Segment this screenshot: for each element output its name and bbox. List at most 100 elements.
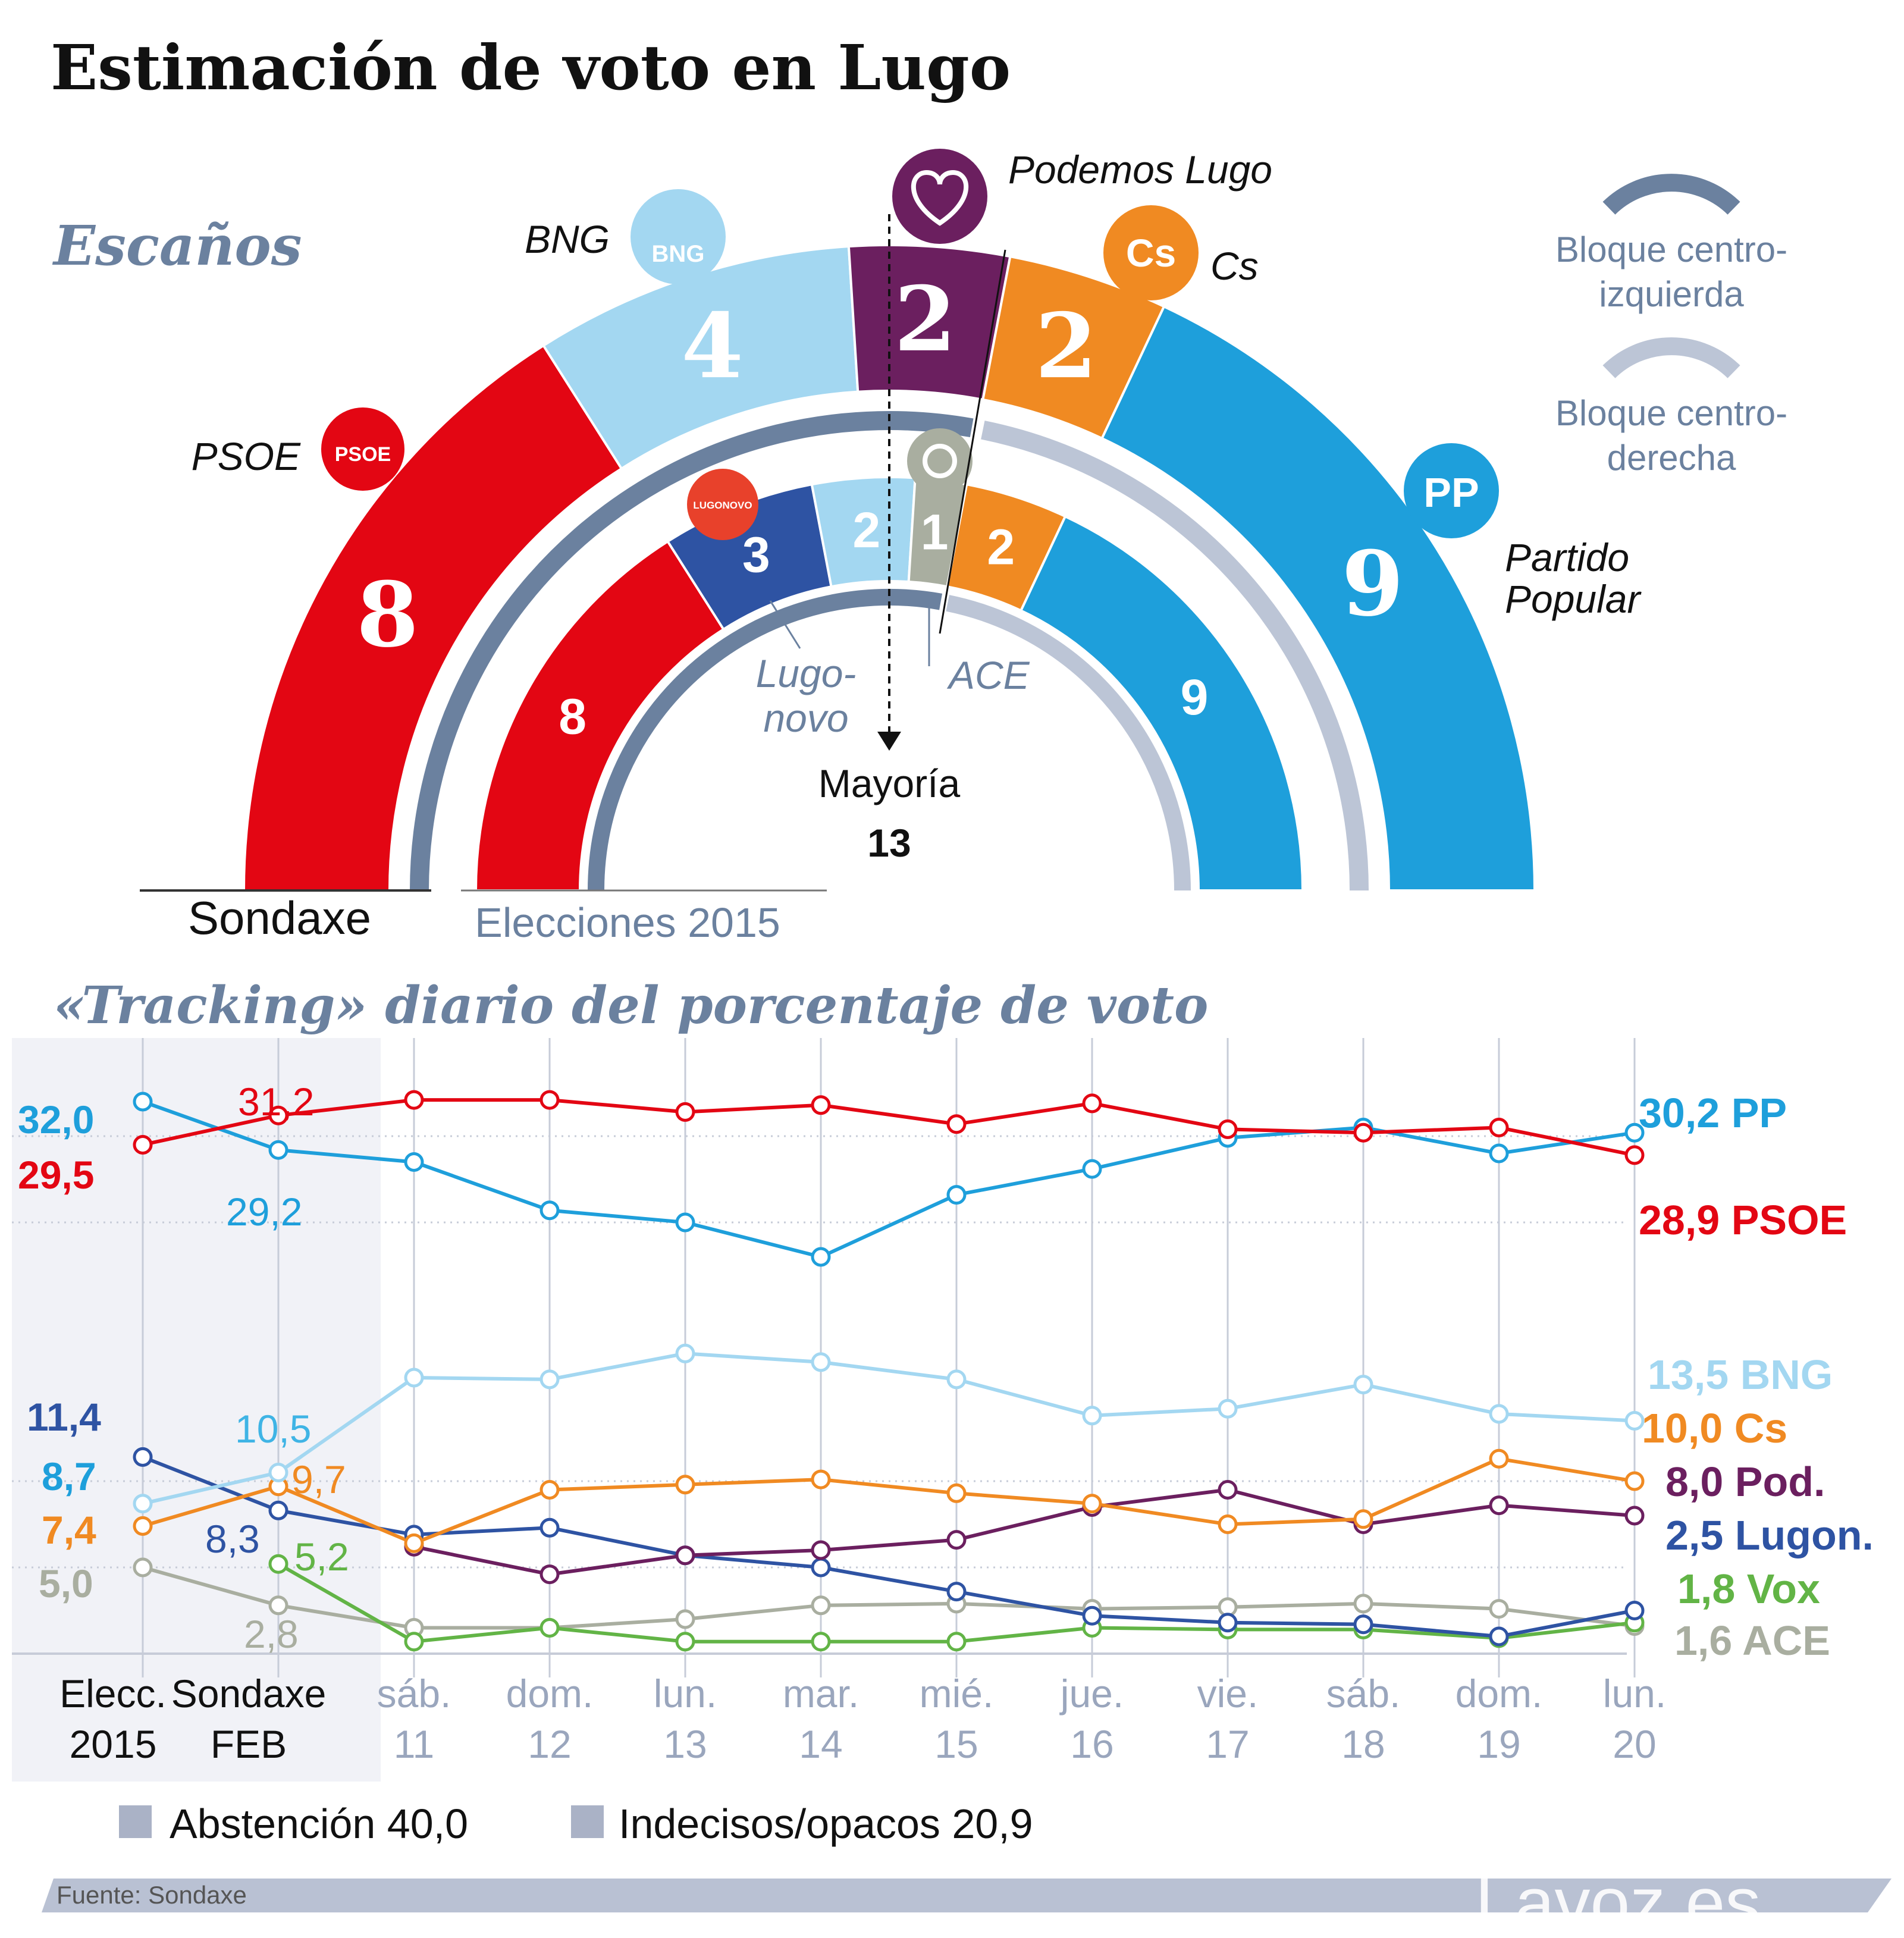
series-line-cs <box>142 1457 1635 1545</box>
series-points <box>133 1090 1645 1652</box>
ace-logo-icon <box>907 428 973 494</box>
series-line-pod <box>413 1488 1635 1576</box>
point-pp-0 <box>133 1092 153 1112</box>
lugonovo-party-label-line2: novo <box>763 696 848 740</box>
point-bng-7 <box>1082 1406 1102 1426</box>
point-vox-5 <box>811 1632 831 1652</box>
footer-band <box>42 1879 1892 1912</box>
point-cs-7 <box>1082 1494 1102 1514</box>
feb-label-ace: 2,8 <box>244 1612 299 1656</box>
inner-seats-lugonovo: 3 <box>742 527 770 583</box>
right-bloc-legend-line1: Bloque centro- <box>1555 393 1787 433</box>
point-psoe-1 <box>268 1105 288 1125</box>
outer-seats-bng: 4 <box>681 294 743 399</box>
point-vox-3 <box>539 1618 560 1638</box>
end-label-lugon: 2,5 Lugon. <box>1665 1512 1874 1558</box>
point-ace-5 <box>811 1595 831 1616</box>
point-pod-8 <box>1218 1480 1238 1500</box>
point-pp-11 <box>1624 1122 1645 1143</box>
point-cs-5 <box>811 1469 831 1489</box>
inner-left-bloc-arc <box>588 589 943 891</box>
point-ace-4 <box>675 1609 695 1629</box>
point-lugon-11 <box>1624 1601 1645 1620</box>
x-tick-label-9-line2: 18 <box>1341 1722 1385 1766</box>
undecided-legend: Indecisos/opacos 20,9 <box>619 1801 1033 1847</box>
point-psoe-3 <box>539 1090 560 1110</box>
inner-hemicycle <box>474 475 1304 892</box>
majority-value: 13 <box>867 821 911 865</box>
feb-label-cs: 9,7 <box>291 1457 346 1501</box>
point-vox-1 <box>268 1554 288 1574</box>
point-bng-5 <box>811 1352 831 1372</box>
start-label-ace: 5,0 <box>39 1561 93 1605</box>
inner-seats-pp: 9 <box>1181 669 1209 725</box>
inner-seats-psoe: 8 <box>559 689 586 745</box>
point-bng-9 <box>1353 1375 1373 1395</box>
majority-label: Mayoría <box>818 761 961 805</box>
outer-seats-podemos: 2 <box>894 267 956 372</box>
point-pp-7 <box>1082 1159 1102 1179</box>
point-pod-6 <box>946 1530 967 1550</box>
psoe-logo-icon: PSOE <box>321 407 404 491</box>
point-bng-3 <box>539 1369 560 1390</box>
point-pp-3 <box>539 1200 560 1221</box>
point-bng-10 <box>1489 1404 1509 1424</box>
series-line-ace <box>142 1566 1635 1630</box>
point-cs-4 <box>675 1475 695 1495</box>
point-ace-9 <box>1353 1594 1373 1614</box>
cs-party-label: Cs <box>1210 244 1259 288</box>
point-pod-4 <box>675 1545 695 1566</box>
inner-seats-bng: 2 <box>852 502 880 558</box>
end-label-pod: 8,0 Pod. <box>1665 1459 1825 1505</box>
x-tick-label-7-line1: jue. <box>1059 1672 1124 1716</box>
point-bng-11 <box>1624 1411 1645 1431</box>
outer-ring-label: Sondaxe <box>188 892 371 944</box>
point-lugon-0 <box>133 1447 153 1467</box>
end-label-ace: 1,6 ACE <box>1674 1617 1830 1664</box>
left-bloc-legend-line2: izquierda <box>1599 274 1744 314</box>
point-vox-4 <box>675 1632 695 1652</box>
x-tick-label-10-line1: dom. <box>1456 1672 1543 1716</box>
x-tick-label-5-line2: 14 <box>799 1722 842 1766</box>
series-lines <box>142 1098 1635 1644</box>
point-lugon-7 <box>1082 1605 1102 1626</box>
point-pp-1 <box>268 1140 288 1160</box>
x-tick-label-10-line2: 19 <box>1477 1722 1520 1766</box>
feb-label-vox: 5,2 <box>294 1535 349 1579</box>
point-pp-5 <box>811 1247 831 1267</box>
x-tick-label-0-line2: 2015 <box>70 1722 157 1766</box>
outer-segment-psoe <box>242 344 623 892</box>
bloc-arcs <box>410 411 1369 891</box>
x-tick-label-8-line2: 17 <box>1206 1722 1249 1766</box>
x-tick-label-1-line1: Sondaxe <box>171 1672 327 1716</box>
svg-text:BNG: BNG <box>652 241 705 267</box>
feb-label-pp: 29,2 <box>226 1190 302 1234</box>
x-axis-ticks: Elecc.2015SondaxeFEBsáb.11dom.12lun.13ma… <box>59 1672 1666 1766</box>
lugonovo-leader-line <box>769 600 801 649</box>
point-cs-2 <box>404 1533 424 1553</box>
point-lugon-10 <box>1489 1626 1509 1647</box>
outer-seats-cs: 2 <box>1035 294 1097 399</box>
end-label-cs: 10,0 Cs <box>1642 1405 1787 1451</box>
page-title: Estimación de voto en Lugo <box>51 31 1011 104</box>
point-pp-4 <box>675 1212 695 1233</box>
lugonovo-logo-icon: LUGONOVO <box>687 469 758 540</box>
point-pp-6 <box>946 1185 967 1205</box>
undecided-legend-swatch <box>571 1805 604 1838</box>
podemos-party-label: Podemos Lugo <box>1008 148 1272 192</box>
point-psoe-8 <box>1218 1119 1238 1139</box>
point-cs-9 <box>1353 1509 1373 1529</box>
point-lugon-8 <box>1218 1613 1238 1633</box>
inner-right-bloc-arc <box>946 595 1191 891</box>
brand-logo: Lavoz.es <box>1475 1863 1761 1935</box>
x-tick-label-3-line1: dom. <box>506 1672 594 1716</box>
point-cs-3 <box>539 1480 560 1500</box>
point-bng-6 <box>946 1369 967 1390</box>
right-bloc-legend-line2: derecha <box>1607 438 1736 478</box>
point-psoe-6 <box>946 1114 967 1134</box>
pp-party-label-line2: Popular <box>1505 577 1642 621</box>
point-bng-8 <box>1218 1398 1238 1419</box>
end-label-pp: 30,2 PP <box>1639 1090 1787 1136</box>
point-psoe-11 <box>1624 1145 1645 1165</box>
